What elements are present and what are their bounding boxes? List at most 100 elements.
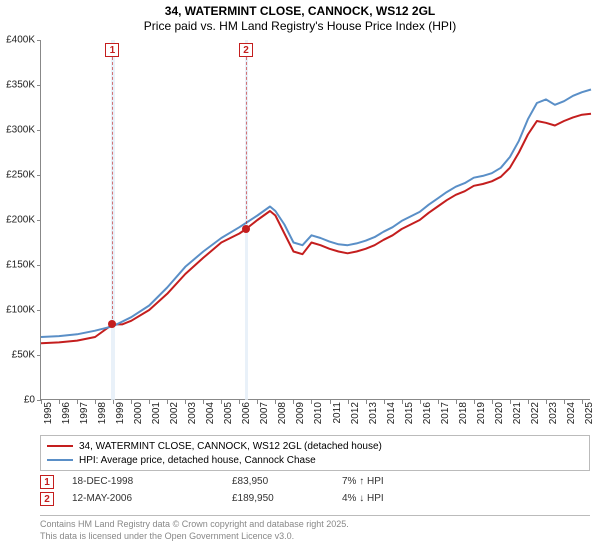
ytick-label: £350K xyxy=(6,80,35,91)
xtick-label: 2002 xyxy=(169,402,180,424)
xtick-mark xyxy=(330,400,331,404)
legend-row: 34, WATERMINT CLOSE, CANNOCK, WS12 2GL (… xyxy=(47,439,583,453)
xtick-mark xyxy=(438,400,439,404)
ytick-mark xyxy=(37,40,41,41)
xtick-label: 2020 xyxy=(494,402,505,424)
sales-marker: 2 xyxy=(40,492,54,506)
ytick-mark xyxy=(37,130,41,131)
xtick-label: 2001 xyxy=(151,402,162,424)
xtick-label: 2025 xyxy=(584,402,595,424)
legend-label: HPI: Average price, detached house, Cann… xyxy=(79,455,316,466)
legend: 34, WATERMINT CLOSE, CANNOCK, WS12 2GL (… xyxy=(40,435,590,471)
xtick-mark xyxy=(528,400,529,404)
xtick-label: 1998 xyxy=(97,402,108,424)
sale-marker-box: 1 xyxy=(105,43,119,57)
xtick-label: 2015 xyxy=(404,402,415,424)
xtick-mark xyxy=(402,400,403,404)
ytick-label: £100K xyxy=(6,305,35,316)
sales-row: 2 12-MAY-2006£189,9504% ↓ HPI xyxy=(40,490,590,507)
xtick-label: 2019 xyxy=(476,402,487,424)
xtick-mark xyxy=(546,400,547,404)
legend-label: 34, WATERMINT CLOSE, CANNOCK, WS12 2GL (… xyxy=(79,441,382,452)
xtick-mark xyxy=(95,400,96,404)
footer-line2: This data is licensed under the Open Gov… xyxy=(40,531,590,543)
xtick-mark xyxy=(131,400,132,404)
xtick-label: 2023 xyxy=(548,402,559,424)
sales-delta: 7% ↑ HPI xyxy=(342,476,590,487)
sales-price: £189,950 xyxy=(232,493,342,504)
ytick-mark xyxy=(37,310,41,311)
xtick-mark xyxy=(348,400,349,404)
legend-swatch xyxy=(47,459,73,461)
sales-marker: 1 xyxy=(40,475,54,489)
ytick-mark xyxy=(37,175,41,176)
chart-area: 12 £0£50K£100K£150K£200K£250K£300K£350K£… xyxy=(40,40,590,420)
xtick-mark xyxy=(420,400,421,404)
ytick-label: £150K xyxy=(6,260,35,271)
series-hpi xyxy=(41,90,591,338)
xtick-label: 2005 xyxy=(223,402,234,424)
xtick-mark xyxy=(77,400,78,404)
sales-price: £83,950 xyxy=(232,476,342,487)
series-svg xyxy=(41,40,591,400)
xtick-label: 2011 xyxy=(332,402,343,424)
xtick-label: 2003 xyxy=(187,402,198,424)
xtick-label: 2010 xyxy=(313,402,324,424)
sale-marker-dot xyxy=(108,320,116,328)
xtick-mark xyxy=(41,400,42,404)
ytick-label: £200K xyxy=(6,215,35,226)
xtick-mark xyxy=(474,400,475,404)
xtick-label: 2018 xyxy=(458,402,469,424)
xtick-mark xyxy=(59,400,60,404)
xtick-label: 2014 xyxy=(386,402,397,424)
ytick-label: £250K xyxy=(6,170,35,181)
xtick-label: 2000 xyxy=(133,402,144,424)
xtick-label: 2013 xyxy=(368,402,379,424)
ytick-label: £400K xyxy=(6,35,35,46)
xtick-mark xyxy=(492,400,493,404)
plot-area: 12 xyxy=(40,40,590,400)
sales-delta: 4% ↓ HPI xyxy=(342,493,590,504)
chart-title-line2: Price paid vs. HM Land Registry's House … xyxy=(0,19,600,33)
chart-title-line1: 34, WATERMINT CLOSE, CANNOCK, WS12 2GL xyxy=(0,4,600,18)
xtick-mark xyxy=(582,400,583,404)
xtick-mark xyxy=(366,400,367,404)
xtick-mark xyxy=(384,400,385,404)
footer-line1: Contains HM Land Registry data © Crown c… xyxy=(40,519,590,531)
sale-marker-line xyxy=(112,57,113,324)
sale-marker-dot xyxy=(242,225,250,233)
xtick-label: 1999 xyxy=(115,402,126,424)
xtick-label: 2016 xyxy=(422,402,433,424)
xtick-label: 2004 xyxy=(205,402,216,424)
sales-date: 12-MAY-2006 xyxy=(72,493,232,504)
xtick-label: 1995 xyxy=(43,402,54,424)
ytick-label: £300K xyxy=(6,125,35,136)
series-subject xyxy=(41,114,591,343)
xtick-label: 2024 xyxy=(566,402,577,424)
sales-row: 1 18-DEC-1998£83,9507% ↑ HPI xyxy=(40,473,590,490)
ytick-mark xyxy=(37,355,41,356)
xtick-label: 1996 xyxy=(61,402,72,424)
xtick-mark xyxy=(564,400,565,404)
xtick-mark xyxy=(510,400,511,404)
xtick-label: 1997 xyxy=(79,402,90,424)
xtick-label: 2021 xyxy=(512,402,523,424)
ytick-label: £50K xyxy=(12,350,35,361)
xtick-label: 2009 xyxy=(295,402,306,424)
ytick-mark xyxy=(37,85,41,86)
sales-table: 1 18-DEC-1998£83,9507% ↑ HPI 2 12-MAY-2006£… xyxy=(40,473,590,507)
xtick-mark xyxy=(456,400,457,404)
xtick-label: 2022 xyxy=(530,402,541,424)
ytick-mark xyxy=(37,265,41,266)
xtick-mark xyxy=(113,400,114,404)
xtick-label: 2007 xyxy=(259,402,270,424)
xtick-label: 2006 xyxy=(241,402,252,424)
footer-attribution: Contains HM Land Registry data © Crown c… xyxy=(40,515,590,542)
sale-marker-line xyxy=(246,57,247,229)
ytick-label: £0 xyxy=(24,395,35,406)
xtick-label: 2017 xyxy=(440,402,451,424)
xtick-label: 2012 xyxy=(350,402,361,424)
sales-date: 18-DEC-1998 xyxy=(72,476,232,487)
ytick-mark xyxy=(37,220,41,221)
legend-swatch xyxy=(47,445,73,447)
